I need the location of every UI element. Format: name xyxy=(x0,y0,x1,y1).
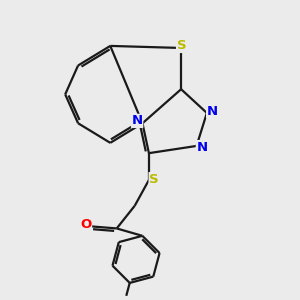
Text: S: S xyxy=(177,39,186,52)
Text: S: S xyxy=(149,172,159,186)
Text: N: N xyxy=(196,141,208,154)
Text: O: O xyxy=(80,218,92,231)
Text: N: N xyxy=(207,105,218,118)
Text: N: N xyxy=(132,114,143,128)
